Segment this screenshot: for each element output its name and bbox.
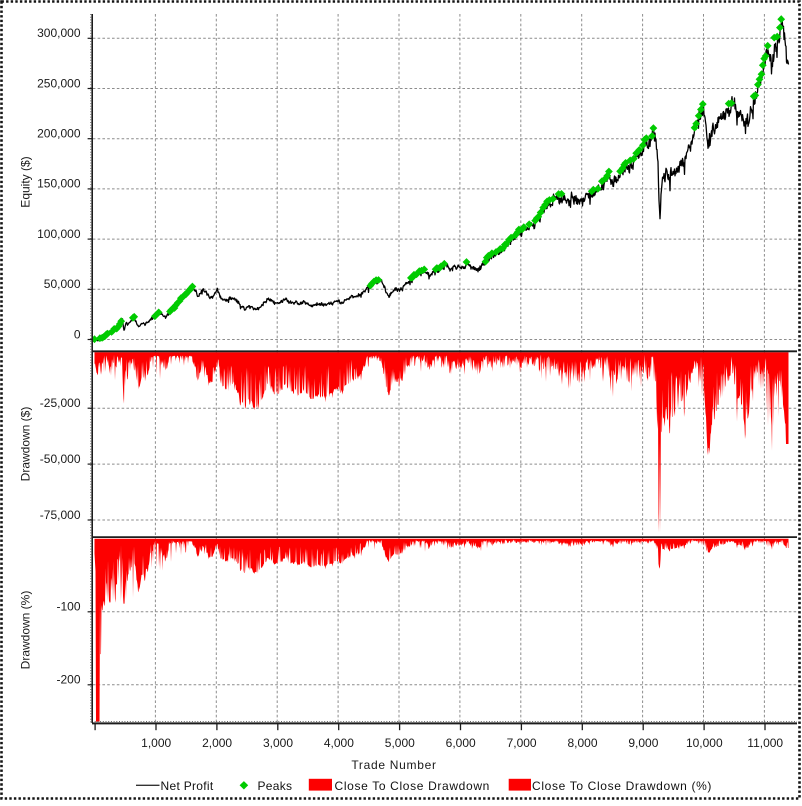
svg-text:2,000: 2,000 [202, 736, 232, 750]
svg-text:7,000: 7,000 [507, 736, 537, 750]
svg-text:0: 0 [74, 327, 81, 341]
svg-text:6,000: 6,000 [446, 736, 476, 750]
svg-text:10,000: 10,000 [686, 736, 723, 750]
svg-text:3,000: 3,000 [263, 736, 293, 750]
svg-text:-50,000: -50,000 [40, 452, 81, 466]
svg-text:11,000: 11,000 [747, 736, 783, 750]
svg-text:-100: -100 [56, 600, 80, 614]
svg-text:150,000: 150,000 [37, 177, 81, 191]
svg-text:Peaks: Peaks [258, 779, 293, 793]
svg-text:200,000: 200,000 [37, 127, 81, 141]
svg-text:-25,000: -25,000 [40, 396, 81, 410]
svg-text:Trade Number: Trade Number [351, 758, 436, 772]
svg-text:-75,000: -75,000 [40, 508, 81, 522]
svg-text:Drawdown (%): Drawdown (%) [19, 591, 33, 670]
svg-text:9,000: 9,000 [628, 736, 658, 750]
svg-text:Close To Close Drawdown (%): Close To Close Drawdown (%) [532, 779, 712, 793]
svg-text:1,000: 1,000 [141, 736, 171, 750]
svg-text:8,000: 8,000 [567, 736, 597, 750]
svg-text:5,000: 5,000 [385, 736, 415, 750]
svg-text:Net Profit: Net Profit [161, 779, 214, 793]
svg-text:100,000: 100,000 [37, 227, 81, 241]
svg-text:300,000: 300,000 [37, 26, 81, 40]
svg-text:Drawdown ($): Drawdown ($) [19, 407, 33, 482]
svg-text:4,000: 4,000 [324, 736, 354, 750]
svg-text:Equity ($): Equity ($) [19, 156, 33, 207]
svg-text:Close To Close Drawdown: Close To Close Drawdown [335, 779, 490, 793]
svg-text:50,000: 50,000 [44, 277, 81, 291]
svg-text:-200: -200 [56, 673, 80, 687]
svg-text:250,000: 250,000 [37, 76, 81, 90]
